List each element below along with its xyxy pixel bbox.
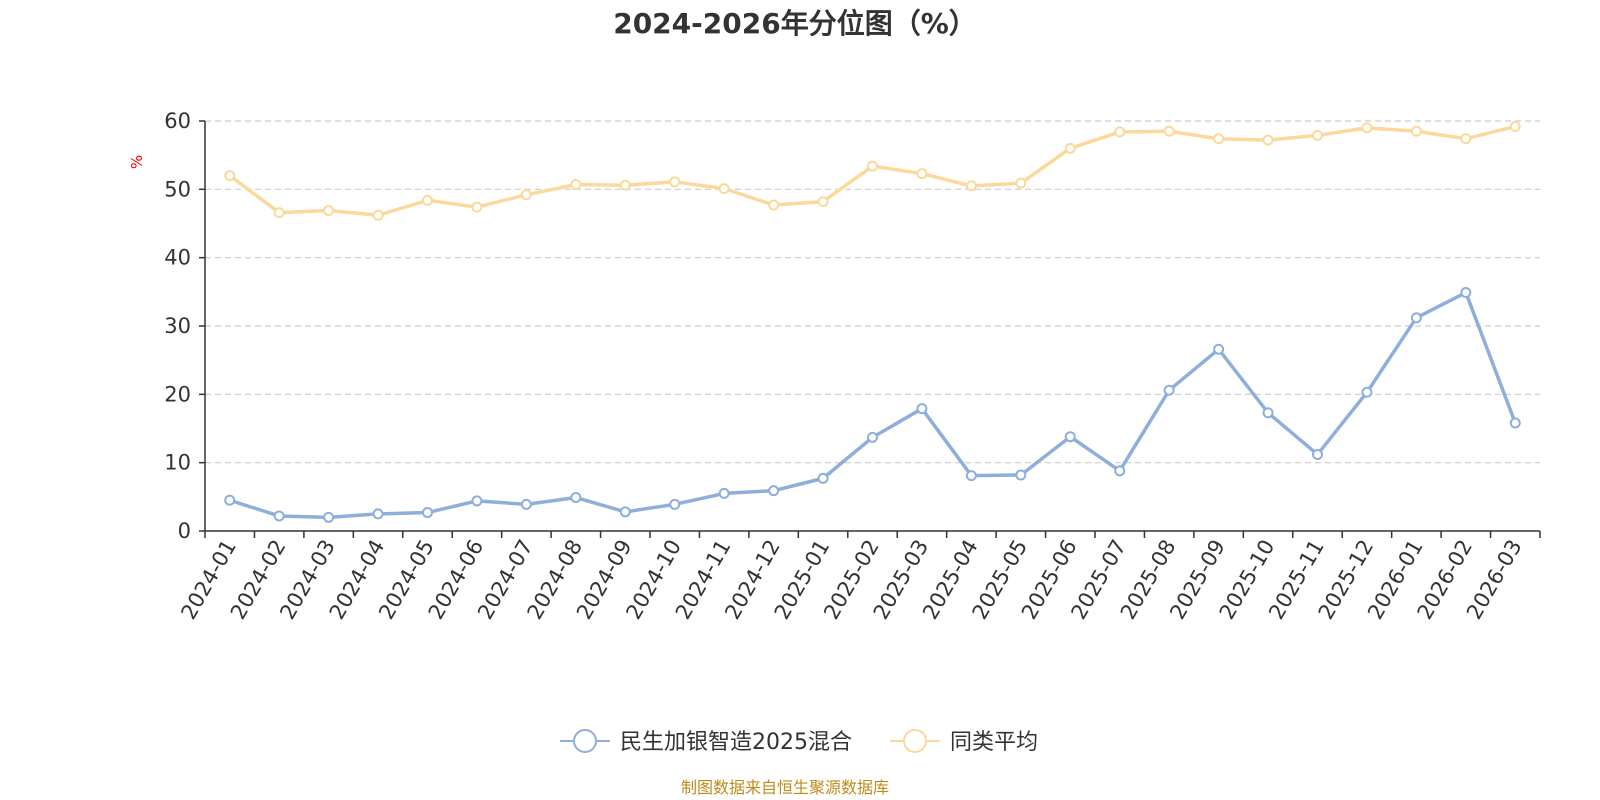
data-point[interactable]: [323, 511, 335, 523]
data-point[interactable]: [1509, 417, 1521, 429]
legend-swatch-marker: [573, 729, 597, 753]
data-point[interactable]: [1213, 343, 1225, 355]
series-2: [224, 120, 1521, 221]
legend-label: 同类平均: [950, 730, 1038, 755]
y-tick-label: 60: [164, 109, 191, 133]
data-point[interactable]: [273, 510, 285, 522]
data-point[interactable]: [422, 194, 433, 206]
data-point[interactable]: [1163, 125, 1175, 137]
data-point[interactable]: [1262, 134, 1274, 146]
data-point[interactable]: [669, 498, 681, 510]
series-layer: [224, 120, 1521, 523]
y-tick-label: 40: [164, 246, 191, 270]
data-point[interactable]: [372, 508, 384, 520]
data-point[interactable]: [422, 507, 433, 519]
x-axis: 2024-012024-022024-032024-042024-052024-…: [176, 530, 1541, 623]
data-point[interactable]: [1114, 126, 1126, 138]
grid-lines: [205, 120, 1540, 464]
data-point[interactable]: [471, 201, 483, 213]
data-point[interactable]: [817, 196, 829, 208]
y-tick-label: 20: [164, 382, 191, 406]
legend-label: 民生加银智造2025混合: [620, 730, 852, 755]
data-point[interactable]: [768, 199, 780, 211]
data-point[interactable]: [570, 492, 582, 504]
y-tick-label: 10: [164, 451, 191, 475]
y-tick-label: 0: [178, 519, 191, 543]
data-point[interactable]: [1015, 469, 1027, 481]
legend-item-1[interactable]: 民生加银智造2025混合: [560, 729, 852, 755]
data-point[interactable]: [768, 485, 780, 497]
data-point[interactable]: [471, 495, 483, 507]
data-point[interactable]: [1064, 431, 1076, 443]
data-point[interactable]: [1015, 177, 1027, 189]
data-point[interactable]: [1460, 287, 1472, 299]
data-point[interactable]: [1312, 129, 1323, 141]
data-point[interactable]: [1361, 386, 1373, 398]
series-line: [229, 290, 1517, 520]
data-point[interactable]: [1361, 122, 1373, 134]
series-1: [224, 287, 1521, 523]
data-point[interactable]: [1163, 384, 1175, 396]
data-point[interactable]: [916, 168, 928, 180]
data-point[interactable]: [1410, 125, 1422, 137]
data-point[interactable]: [965, 180, 977, 192]
data-point[interactable]: [1509, 120, 1521, 132]
data-point[interactable]: [1064, 142, 1076, 154]
data-point[interactable]: [965, 470, 977, 482]
data-source-note: 制图数据来自恒生聚源数据库: [681, 778, 889, 797]
data-point[interactable]: [372, 209, 384, 221]
y-tick-label: 30: [164, 314, 191, 338]
data-point[interactable]: [619, 179, 631, 191]
data-point[interactable]: [323, 205, 335, 217]
data-point[interactable]: [273, 207, 285, 219]
data-point[interactable]: [1460, 133, 1472, 145]
data-point[interactable]: [718, 183, 730, 195]
data-point[interactable]: [817, 472, 829, 484]
data-point[interactable]: [867, 431, 878, 443]
y-axis: 0 10 20 30 40 50 60: [164, 109, 206, 543]
data-point[interactable]: [1262, 407, 1274, 419]
data-point[interactable]: [669, 176, 681, 188]
chart-title: 2024-2026年分位图（%）: [613, 7, 977, 40]
data-point[interactable]: [224, 494, 236, 506]
data-point[interactable]: [718, 487, 730, 499]
data-point[interactable]: [867, 160, 878, 172]
data-point[interactable]: [1410, 312, 1422, 324]
legend-item-2[interactable]: 同类平均: [890, 729, 1038, 755]
data-point[interactable]: [570, 179, 582, 191]
y-tick-label: 50: [164, 177, 191, 201]
data-point[interactable]: [1312, 448, 1323, 460]
legend[interactable]: 民生加银智造2025混合 同类平均: [560, 729, 1038, 755]
legend-swatch-marker: [903, 729, 927, 753]
data-point[interactable]: [1114, 465, 1126, 477]
data-point[interactable]: [1213, 133, 1225, 145]
data-point[interactable]: [520, 189, 532, 201]
data-point[interactable]: [224, 170, 236, 182]
y-axis-label: %: [128, 155, 146, 169]
data-point[interactable]: [619, 506, 631, 518]
data-point[interactable]: [520, 498, 532, 510]
data-point[interactable]: [916, 403, 928, 415]
